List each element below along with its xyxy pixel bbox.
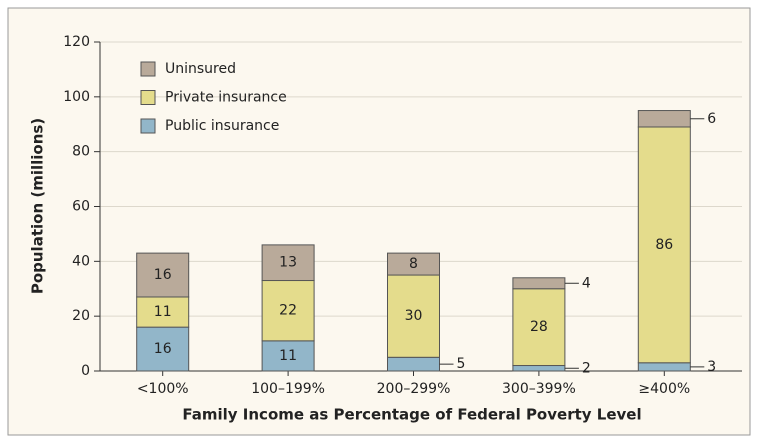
bar-segment	[637, 110, 691, 128]
legend-swatch	[140, 61, 156, 77]
bar-segment	[637, 126, 691, 364]
y-tick-label: 20	[72, 308, 90, 324]
x-tick-label: 200–299%	[377, 381, 451, 397]
y-axis-title: Population (millions)	[29, 118, 47, 294]
bar-segment	[261, 244, 315, 282]
y-tick-label: 100	[63, 89, 90, 105]
y-tick-label: 40	[72, 253, 90, 269]
legend-label: Public insurance	[165, 118, 279, 134]
x-tick-label: 100–199%	[251, 381, 325, 397]
x-axis-title: Family Income as Percentage of Federal P…	[182, 406, 641, 424]
bar-segment	[136, 296, 190, 328]
bar-segment	[261, 340, 315, 372]
bar-segment	[387, 274, 440, 358]
legend-label: Private insurance	[165, 90, 287, 106]
data-label: 13	[279, 255, 297, 271]
x-tick-label: 300–399%	[502, 381, 576, 397]
data-label: 3	[707, 359, 716, 375]
bar-segment	[136, 326, 190, 372]
data-label: 8	[409, 256, 418, 272]
y-tick-label: 80	[72, 144, 90, 160]
x-tick-label: <100%	[137, 381, 189, 397]
data-label: 6	[707, 111, 716, 127]
bar-segment	[512, 277, 566, 290]
data-label: 86	[655, 237, 673, 253]
legend-swatch	[140, 118, 156, 134]
data-label: 16	[154, 341, 172, 357]
bar-segment	[387, 252, 440, 276]
data-label: 30	[405, 308, 423, 324]
bar-segment	[512, 365, 566, 372]
data-label: 22	[279, 303, 297, 319]
bar-segment	[387, 356, 440, 372]
data-label: 4	[582, 275, 591, 291]
data-label: 11	[279, 348, 297, 364]
data-label: 28	[530, 319, 548, 335]
bar-segment	[512, 288, 566, 367]
bar-segment	[637, 362, 691, 372]
legend-label: Uninsured	[165, 61, 236, 77]
y-tick-label: 120	[63, 34, 90, 50]
y-tick-label: 0	[81, 363, 90, 379]
data-label: 2	[582, 360, 591, 376]
data-label: 16	[154, 267, 172, 283]
data-label: 11	[154, 304, 172, 320]
legend-swatch	[140, 90, 156, 105]
y-tick-label: 60	[72, 199, 90, 215]
x-tick-label: ≥400%	[638, 381, 690, 397]
data-label: 5	[457, 356, 466, 372]
frame	[7, 7, 751, 436]
bar-segment	[136, 252, 190, 298]
bar-segment	[261, 280, 315, 342]
